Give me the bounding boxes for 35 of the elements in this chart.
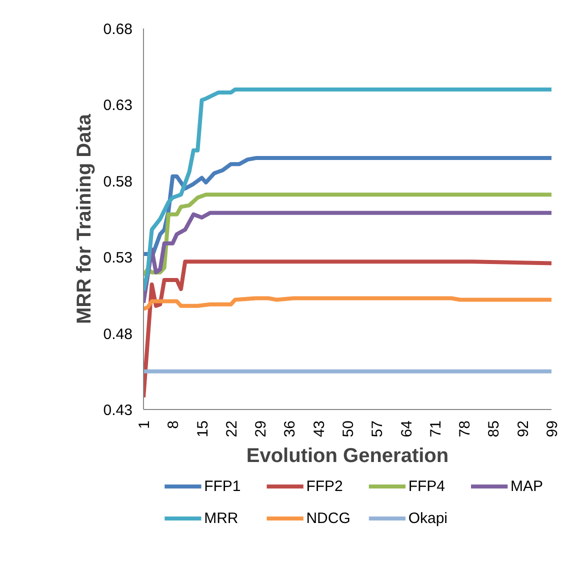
line-series (144, 210, 552, 305)
legend-label: FFP1 (204, 478, 241, 495)
y-tick-label: 0.53 (103, 250, 133, 267)
legend-label: MAP (510, 478, 543, 495)
x-tick-label: 43 (310, 420, 328, 438)
legend-label: FFP2 (306, 478, 343, 495)
x-tick-label: 8 (165, 420, 182, 429)
y-tick-label: 0.68 (103, 21, 133, 38)
x-axis-title: Evolution Generation (246, 445, 449, 468)
x-tick-label: 29 (252, 420, 270, 438)
x-tick-label: 22 (223, 420, 240, 438)
legend-label: MRR (204, 510, 238, 527)
x-tick-label: 1 (136, 420, 153, 429)
line-series (144, 260, 552, 400)
x-tick-label: 71 (427, 420, 444, 438)
x-tick-label: 85 (486, 420, 503, 438)
line-series (144, 87, 552, 293)
legend-label: Okapi (408, 510, 448, 527)
y-tick-label: 0.58 (103, 173, 133, 190)
x-tick-label: 57 (369, 420, 386, 438)
legend-label: FFP4 (408, 478, 446, 495)
y-axis-title: MRR for Training Data (73, 113, 96, 324)
x-tick-label: 64 (398, 420, 416, 438)
y-tick-label: 0.48 (103, 326, 133, 343)
y-tick-label: 0.43 (103, 402, 133, 419)
x-tick-label: 92 (514, 420, 532, 438)
x-tick-label: 50 (340, 420, 357, 438)
x-tick-label: 78 (456, 420, 474, 438)
legend-label: NDCG (306, 510, 350, 527)
x-tick-label: 15 (194, 420, 212, 438)
y-tick-label: 0.63 (103, 97, 133, 114)
x-tick-label: 99 (544, 420, 561, 438)
line-series (144, 192, 552, 278)
x-tick-label: 36 (282, 420, 299, 438)
line-series (144, 296, 552, 311)
